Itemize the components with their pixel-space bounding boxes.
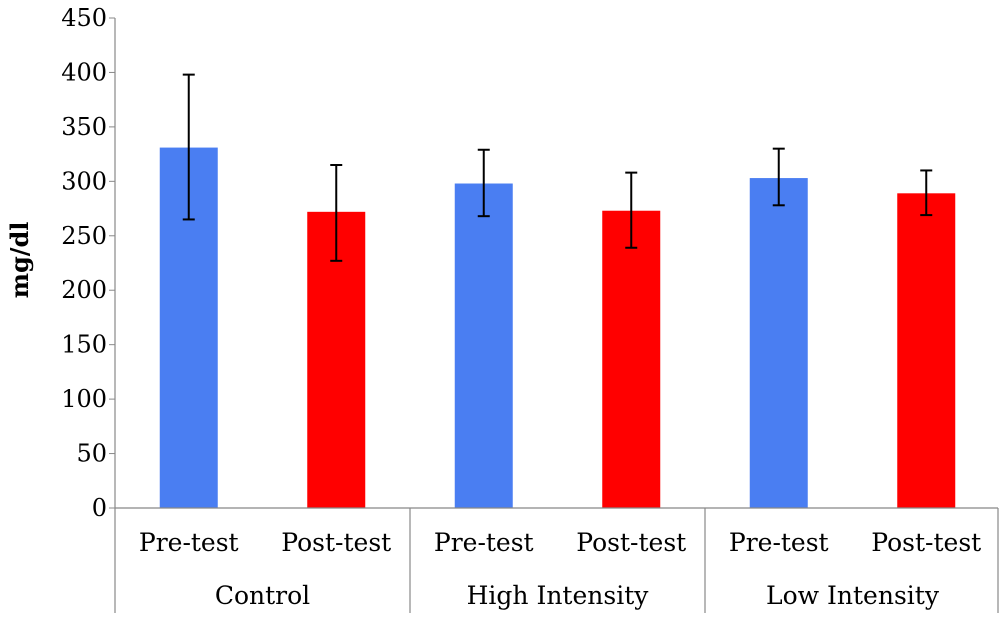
y-tick-label: 100 xyxy=(61,385,107,413)
y-axis-ticks: 0 50 100 150 200 250 300 350 400 450 xyxy=(61,4,115,522)
axes xyxy=(114,18,999,613)
error-bars xyxy=(182,73,933,262)
y-tick-label: 450 xyxy=(61,4,107,32)
group-label: Low Intensity xyxy=(766,581,940,610)
y-tick-label: 350 xyxy=(61,113,107,141)
bar xyxy=(602,210,661,508)
y-tick-label: 250 xyxy=(61,222,107,250)
y-tick-label: 400 xyxy=(61,58,107,86)
x-tick-label: Pre-test xyxy=(434,528,534,557)
x-tick-label: Pre-test xyxy=(139,528,239,557)
x-tick-label: Post-test xyxy=(281,528,391,557)
y-axis-title: mg/dl xyxy=(5,222,34,299)
x-tick-label: Post-test xyxy=(871,528,981,557)
bars xyxy=(159,147,956,509)
y-tick-label: 150 xyxy=(61,331,107,359)
y-tick-label: 50 xyxy=(76,440,107,468)
group-label: Control xyxy=(215,581,310,610)
x-tick-label: Pre-test xyxy=(729,528,829,557)
bar xyxy=(749,178,808,509)
y-tick-label: 200 xyxy=(61,276,107,304)
bar xyxy=(454,183,513,508)
category-labels: Pre-test Post-test Pre-test Post-test Pre-te… xyxy=(139,528,981,557)
group-labels: Control High Intensity Low Intensity xyxy=(215,581,940,610)
x-tick-label: Post-test xyxy=(576,528,686,557)
bar xyxy=(897,193,956,509)
y-tick-label: 300 xyxy=(61,167,107,195)
group-label: High Intensity xyxy=(467,581,650,610)
y-tick-label: 0 xyxy=(92,494,107,522)
